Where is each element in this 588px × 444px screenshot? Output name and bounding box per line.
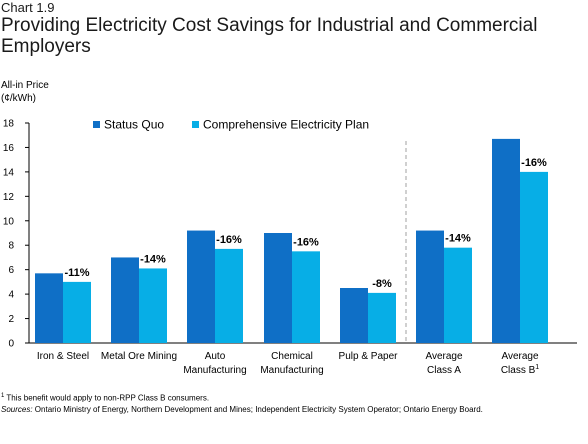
bar-status-quo: [264, 233, 292, 343]
sources-text: Ontario Ministry of Energy, Northern Dev…: [32, 405, 483, 414]
data-label: -16%: [521, 157, 547, 169]
category-label: Class B1: [501, 364, 539, 376]
bar-status-quo: [492, 138, 520, 343]
y-tick-label: 14: [3, 167, 15, 178]
y-tick-label: 16: [3, 143, 15, 154]
category-label: Auto: [205, 351, 226, 362]
y-tick-label: 12: [3, 192, 15, 203]
legend-swatch-comprehensive-plan: [192, 121, 199, 128]
data-label: -8%: [372, 278, 392, 290]
y-tick-label: 2: [8, 314, 14, 325]
legend-label-status-quo: Status Quo: [104, 118, 164, 132]
footnote-mark: 1: [1, 393, 5, 399]
bar-comprehensive-plan: [368, 292, 396, 343]
y-axis-unit: (¢/kWh): [1, 93, 36, 104]
y-tick-label: 4: [8, 290, 14, 301]
chart-label: Chart 1.9: [1, 0, 55, 15]
y-tick-label: 6: [8, 265, 14, 276]
category-label: Iron & Steel: [37, 351, 89, 362]
category-label: Manufacturing: [260, 365, 323, 376]
bar-status-quo: [416, 230, 444, 343]
chart-title: Providing Electricity Cost Savings for I…: [1, 15, 538, 57]
legend-label-comprehensive-plan: Comprehensive Electricity Plan: [203, 118, 369, 132]
y-tick-label: 8: [8, 241, 14, 252]
data-label: -16%: [216, 234, 242, 246]
data-label: -11%: [64, 267, 89, 279]
legend-swatch-status-quo: [93, 121, 100, 128]
bar-status-quo: [111, 257, 139, 343]
footnote-text: This benefit would apply to non-RPP Clas…: [4, 393, 210, 403]
category-superscript: 1: [535, 364, 539, 371]
bar-comprehensive-plan: [292, 251, 320, 343]
y-tick-label: 10: [3, 216, 15, 227]
bar-status-quo: [187, 230, 215, 343]
footnote: 1 This benefit would apply to non-RPP Cl…: [1, 393, 209, 403]
data-label: -14%: [445, 233, 471, 245]
category-label: Average: [425, 351, 463, 362]
data-label: -16%: [293, 236, 319, 248]
category-label: Metal Ore Mining: [101, 351, 177, 362]
category-label: Manufacturing: [183, 365, 246, 376]
y-tick-label: 18: [3, 119, 15, 130]
data-label: -14%: [140, 253, 166, 265]
bar-comprehensive-plan: [215, 248, 243, 343]
y-axis-label: All-in Price: [1, 80, 49, 91]
bar-comprehensive-plan: [444, 247, 472, 343]
bar-status-quo: [35, 273, 63, 343]
bar-status-quo: [340, 288, 368, 343]
bar-comprehensive-plan: [139, 268, 167, 343]
bar-comprehensive-plan: [63, 281, 91, 343]
y-tick-label: 0: [8, 339, 14, 350]
sources-label: Sources:: [1, 405, 33, 414]
bar-comprehensive-plan: [520, 171, 548, 343]
category-label: Chemical: [271, 351, 313, 362]
category-label: Class A: [427, 365, 461, 376]
category-label: Average: [501, 351, 539, 362]
category-label: Pulp & Paper: [339, 351, 399, 362]
sources: Sources: Ontario Ministry of Energy, Nor…: [1, 405, 483, 414]
